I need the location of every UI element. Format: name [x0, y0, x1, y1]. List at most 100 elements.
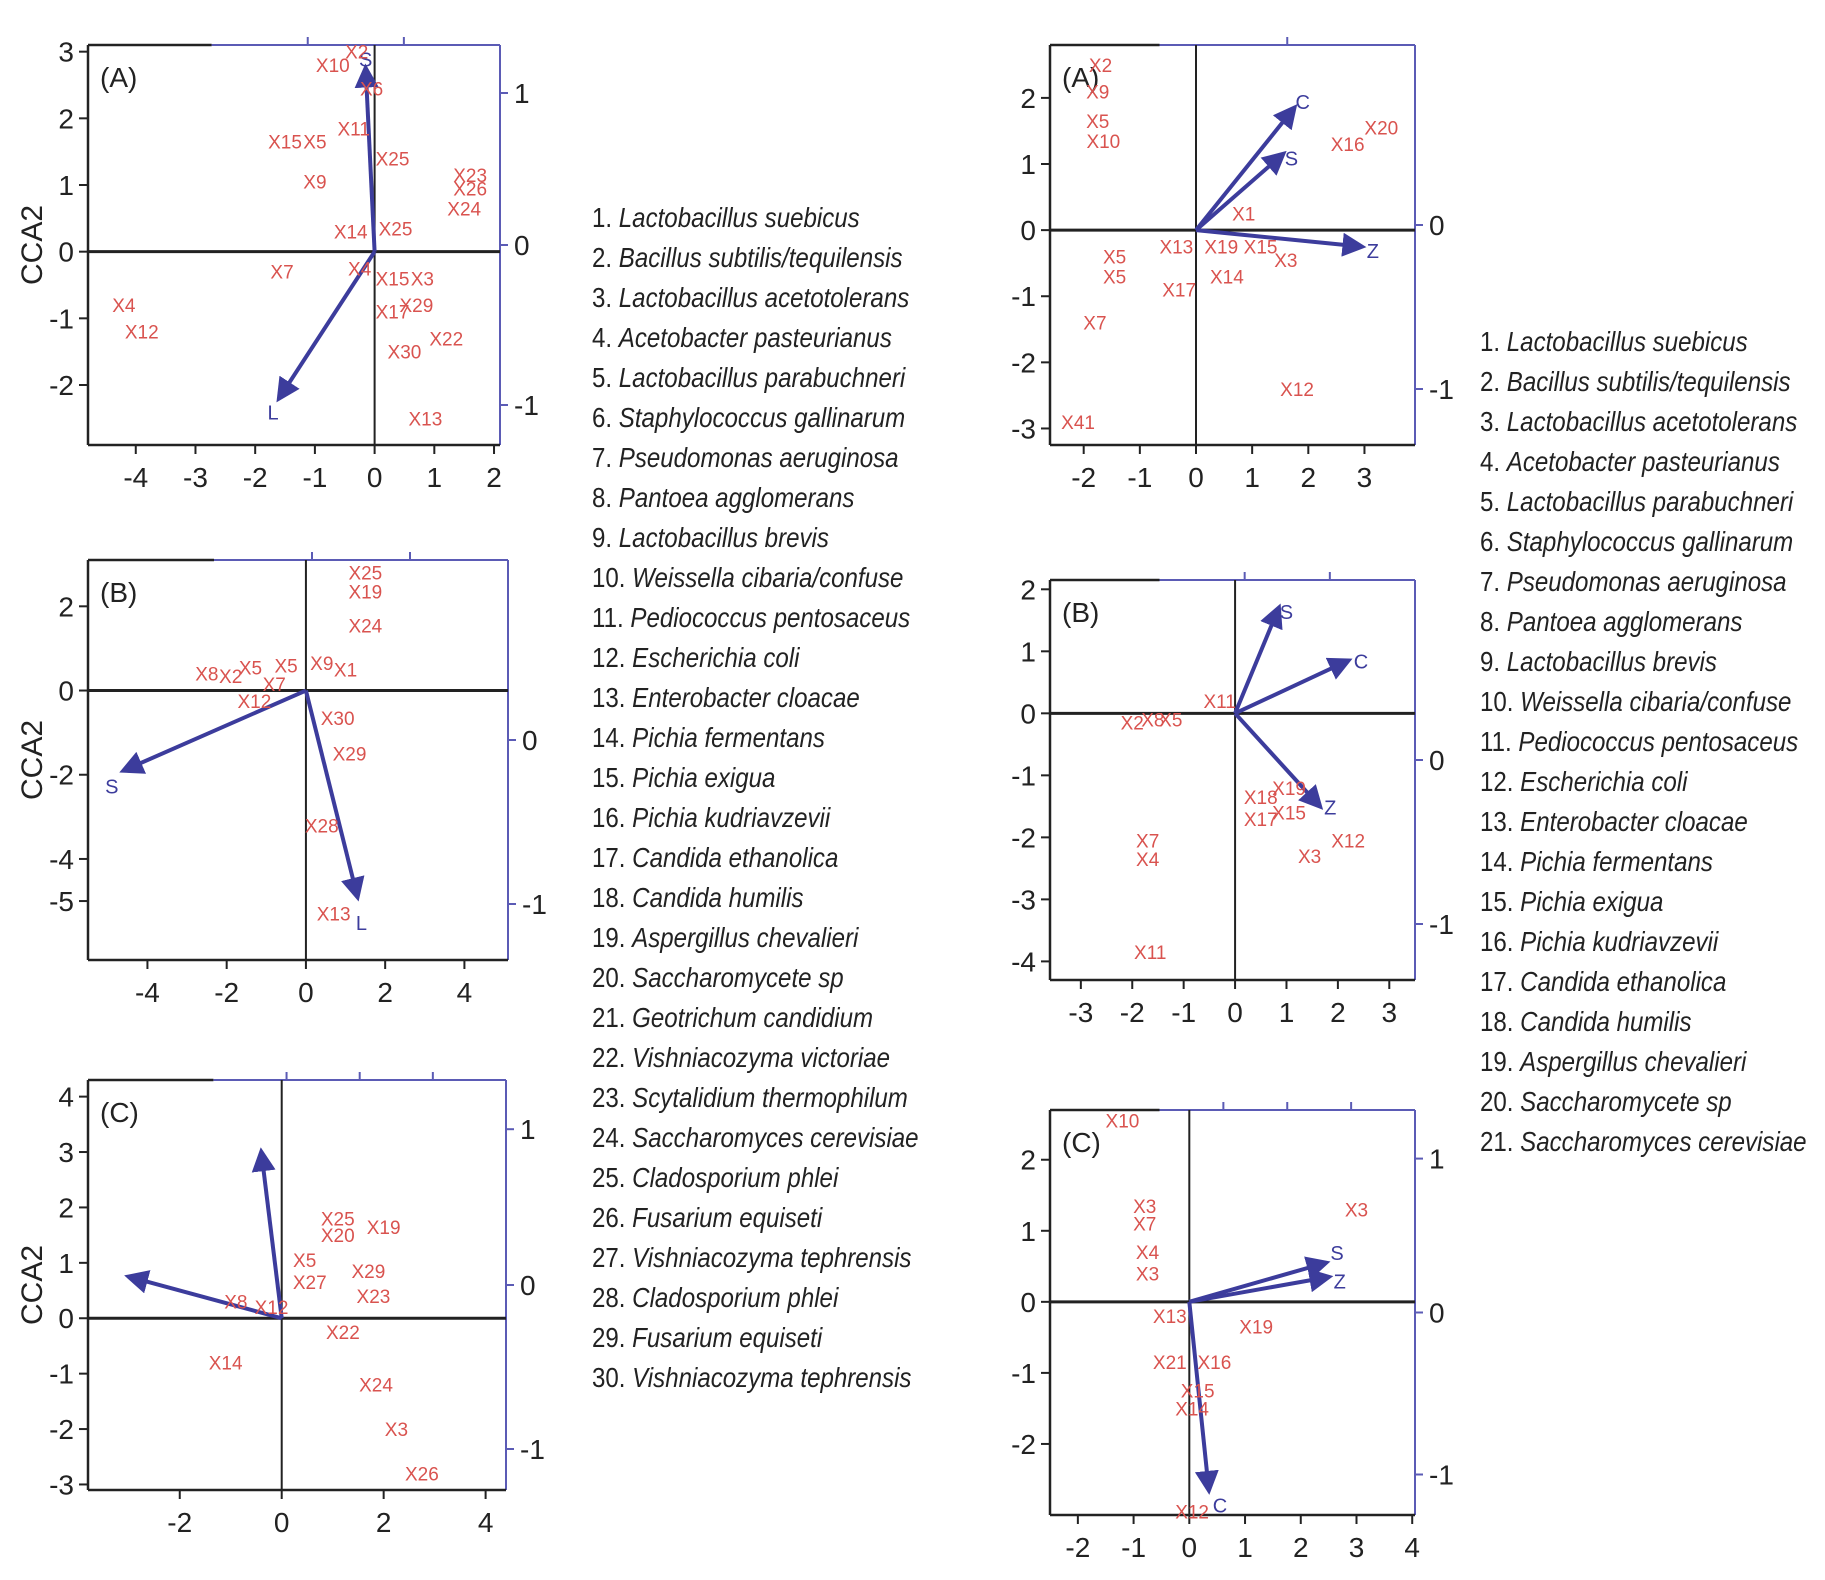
y-tick-label: 2: [1020, 1145, 1036, 1176]
panel-label: (B): [1062, 597, 1099, 628]
y-tick-label: -4: [1011, 946, 1036, 977]
site-label: X1: [1232, 205, 1255, 226]
legend-item: 18. Candida humilis: [592, 878, 919, 918]
y-tick-label: -1: [1011, 281, 1036, 312]
legend-item: 20. Saccharomycete sp: [1480, 1082, 1807, 1122]
x-tick-label: 1: [1237, 1532, 1253, 1563]
right-tick-label: 0: [1429, 210, 1445, 241]
legend-item: 16. Pichia kudriavzevii: [1480, 922, 1807, 962]
legend-species: Fusarium equiseti: [632, 1322, 823, 1353]
environment-arrow: [251, 1147, 284, 1319]
legend-number: 25.: [592, 1162, 626, 1193]
legend-species: Lactobacillus brevis: [1506, 646, 1717, 677]
legend-item: 11. Pediococcus pentosaceus: [592, 598, 919, 638]
legend-species: Pichia exigua: [632, 762, 776, 793]
site-label: X13: [317, 905, 351, 926]
arrow-label: L: [268, 403, 279, 425]
legend-item: 26. Fusarium equiseti: [592, 1198, 919, 1238]
legend-number: 12.: [592, 642, 626, 673]
legend-item: 29. Fusarium equiseti: [592, 1318, 919, 1358]
site-label: X5: [303, 133, 326, 154]
site-label: X29: [333, 745, 367, 766]
legend-number: 7.: [1480, 566, 1501, 597]
legend-number: 10.: [1480, 686, 1514, 717]
legend-item: 21. Saccharomyces cerevisiae: [1480, 1122, 1807, 1162]
y-tick-label: -2: [1011, 822, 1036, 853]
environment-arrow: [1233, 711, 1324, 810]
legend-number: 10.: [592, 562, 626, 593]
legend-species: Vishniacozyma tephrensis: [632, 1242, 912, 1273]
y-tick-label: -2: [49, 370, 74, 401]
legend-number: 15.: [592, 762, 626, 793]
legend-number: 20.: [592, 962, 626, 993]
legend-item: 16. Pichia kudriavzevii: [592, 798, 919, 838]
site-label: X26: [453, 179, 487, 200]
x-tick-label: 1: [1244, 462, 1260, 493]
y-axis-title: CCA2: [16, 1245, 49, 1325]
legend-item: 22. Vishniacozyma victoriae: [592, 1038, 919, 1078]
x-tick-label: 2: [377, 977, 393, 1008]
legend-species: Candida humilis: [1520, 1006, 1692, 1037]
site-label: X15: [268, 133, 302, 154]
legend-number: 26.: [592, 1202, 626, 1233]
x-tick-label: -4: [123, 462, 148, 493]
x-tick-label: 3: [1357, 462, 1373, 493]
site-label: X17: [1244, 810, 1278, 831]
legend-species: Vishniacozyma tephrensis: [632, 1362, 912, 1393]
legend-number: 14.: [1480, 846, 1514, 877]
site-label: X13: [1159, 238, 1193, 259]
legend-species: Lactobacillus acetotolerans: [618, 282, 910, 313]
environment-arrow: [1188, 1268, 1334, 1304]
site-label: X13: [1153, 1307, 1187, 1328]
environment-arrow: [303, 690, 365, 902]
legend-species: Pediococcus pentosaceus: [1518, 726, 1799, 757]
site-label: X29: [399, 296, 433, 317]
legend-item: 19. Aspergillus chevalieri: [592, 918, 919, 958]
site-label: X17: [376, 303, 410, 324]
legend-item: 20. Saccharomycete sp: [592, 958, 919, 998]
legend-number: 16.: [1480, 926, 1514, 957]
x-tick-label: 4: [478, 1507, 494, 1538]
site-label: X5: [1103, 267, 1126, 288]
environment-arrow: [1194, 104, 1298, 232]
legend-species: Staphylococcus gallinarum: [1506, 526, 1794, 557]
legend-right: 1. Lactobacillus suebicus 2. Bacillus sub…: [1480, 322, 1825, 1162]
legend-left: 1. Lactobacillus suebicus 2. Bacillus sub…: [592, 198, 972, 1398]
legend-species: Enterobacter cloacae: [1520, 806, 1748, 837]
x-tick-label: 4: [457, 977, 473, 1008]
legend-item: 12. Escherichia coli: [1480, 762, 1807, 802]
legend-number: 8.: [592, 482, 613, 513]
right-tick-label: -1: [522, 889, 547, 920]
x-tick-label: 2: [1301, 462, 1317, 493]
y-tick-label: -2: [1011, 1429, 1036, 1460]
legend-species: Aspergillus chevalieri: [632, 922, 859, 953]
site-label: X26: [405, 1464, 439, 1485]
legend-number: 7.: [592, 442, 613, 473]
legend-number: 16.: [592, 802, 626, 833]
x-tick-label: -1: [1171, 997, 1196, 1028]
arrow-label: Z: [1367, 241, 1379, 263]
y-tick-label: 0: [1020, 215, 1036, 246]
right-tick-label: 0: [1429, 745, 1445, 776]
site-label: X25: [348, 564, 382, 585]
site-label: X14: [334, 223, 368, 244]
legend-species: Cladosporium phlei: [632, 1162, 839, 1193]
site-label: X12: [255, 1298, 289, 1319]
legend-item: 9. Lactobacillus brevis: [1480, 642, 1807, 682]
y-tick-label: 4: [58, 1082, 74, 1113]
site-label: X20: [321, 1226, 355, 1247]
site-label: X21: [1153, 1353, 1187, 1374]
right-tick-label: 0: [520, 1270, 536, 1301]
y-tick-label: -1: [1011, 1358, 1036, 1389]
site-label: X25: [379, 219, 413, 240]
legend-species: Saccharomyces cerevisiae: [632, 1122, 919, 1153]
legend-item: 24. Saccharomyces cerevisiae: [592, 1118, 919, 1158]
legend-number: 27.: [592, 1242, 626, 1273]
legend-species: Pantoea agglomerans: [1506, 606, 1743, 637]
legend-species: Acetobacter pasteurianus: [1506, 446, 1780, 477]
y-tick-label: 1: [58, 170, 74, 201]
y-tick-label: -1: [1011, 760, 1036, 791]
legend-item: 5. Lactobacillus parabuchneri: [592, 358, 919, 398]
legend-species: Geotrichum candidium: [632, 1002, 874, 1033]
